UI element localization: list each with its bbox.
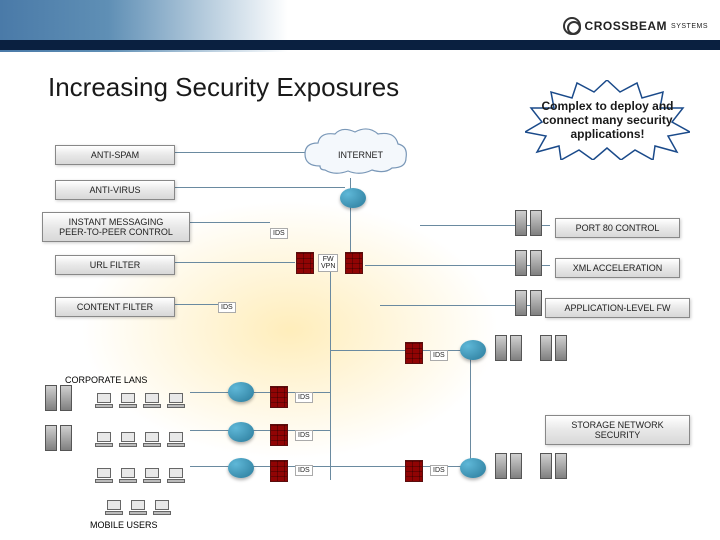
server-pair — [540, 453, 567, 479]
internet-label: INTERNET — [335, 148, 386, 162]
box-im-p2p: INSTANT MESSAGING PEER-TO-PEER CONTROL — [42, 212, 190, 242]
fwvpn-label: FW VPN — [318, 254, 338, 272]
computer-icon — [167, 468, 185, 484]
server-pair — [495, 453, 522, 479]
box-app-fw: APPLICATION-LEVEL FW — [545, 298, 690, 318]
box-anti-virus: ANTI-VIRUS — [55, 180, 175, 200]
box-content-filter: CONTENT FILTER — [55, 297, 175, 317]
computer-icon — [143, 393, 161, 409]
connection-line — [175, 187, 345, 188]
connection-line — [330, 350, 470, 351]
brand-name: CROSSBEAM — [585, 19, 668, 33]
computer-icon — [153, 500, 171, 516]
box-url-filter: URL FILTER — [55, 255, 175, 275]
firewall-icon — [296, 252, 314, 274]
page-title: Increasing Security Exposures — [48, 72, 399, 103]
mobile-users-label: MOBILE USERS — [90, 520, 158, 530]
callout-text: Complex to deploy and connect many secur… — [533, 99, 682, 141]
ids-label-3: IDS — [430, 350, 448, 361]
box-anti-spam: ANTI-SPAM — [55, 145, 175, 165]
computer-icon — [143, 468, 161, 484]
logo-icon — [563, 17, 581, 35]
connection-line — [175, 262, 295, 263]
firewall-icon — [405, 342, 423, 364]
firewall-icon — [270, 386, 288, 408]
router-icon — [228, 382, 254, 402]
server-pair — [515, 290, 542, 316]
ids-label-5: IDS — [295, 430, 313, 441]
corp-lans-label: CORPORATE LANS — [65, 375, 147, 385]
router-icon — [228, 458, 254, 478]
firewall-icon — [270, 460, 288, 482]
brand-logo: CROSSBEAM SYSTEMS — [563, 17, 708, 35]
computer-icon — [95, 468, 113, 484]
server-pair — [540, 335, 567, 361]
computer-row — [105, 500, 171, 516]
computer-icon — [167, 393, 185, 409]
router-icon — [460, 458, 486, 478]
computer-icon — [105, 500, 123, 516]
connection-line — [330, 270, 331, 480]
ids-label-6: IDS — [295, 465, 313, 476]
callout-starburst: Complex to deploy and connect many secur… — [525, 80, 690, 160]
box-port80: PORT 80 CONTROL — [555, 218, 680, 238]
box-storage: STORAGE NETWORK SECURITY — [545, 415, 690, 445]
connection-line — [175, 152, 305, 153]
computer-icon — [143, 432, 161, 448]
ids-label-1: IDS — [270, 228, 288, 239]
computer-icon — [119, 432, 137, 448]
server-pair — [515, 210, 542, 236]
computer-icon — [167, 432, 185, 448]
computer-row — [95, 432, 185, 448]
ids-label-4: IDS — [295, 392, 313, 403]
firewall-icon — [345, 252, 363, 274]
connection-line — [470, 350, 471, 470]
computer-row — [95, 468, 185, 484]
ids-label-7: IDS — [430, 465, 448, 476]
router-icon — [340, 188, 366, 208]
server-pair — [45, 385, 72, 411]
computer-icon — [129, 500, 147, 516]
router-icon — [228, 422, 254, 442]
computer-icon — [119, 468, 137, 484]
computer-row — [95, 393, 185, 409]
server-pair — [515, 250, 542, 276]
server-pair — [495, 335, 522, 361]
box-xml-accel: XML ACCELERATION — [555, 258, 680, 278]
header-dark-bar — [0, 40, 720, 50]
computer-icon — [95, 393, 113, 409]
ids-label-2: IDS — [218, 302, 236, 313]
firewall-icon — [405, 460, 423, 482]
brand-suffix: SYSTEMS — [671, 23, 708, 30]
server-pair — [45, 425, 72, 451]
connection-line — [190, 222, 270, 223]
computer-icon — [95, 432, 113, 448]
computer-icon — [119, 393, 137, 409]
firewall-icon — [270, 424, 288, 446]
router-icon — [460, 340, 486, 360]
